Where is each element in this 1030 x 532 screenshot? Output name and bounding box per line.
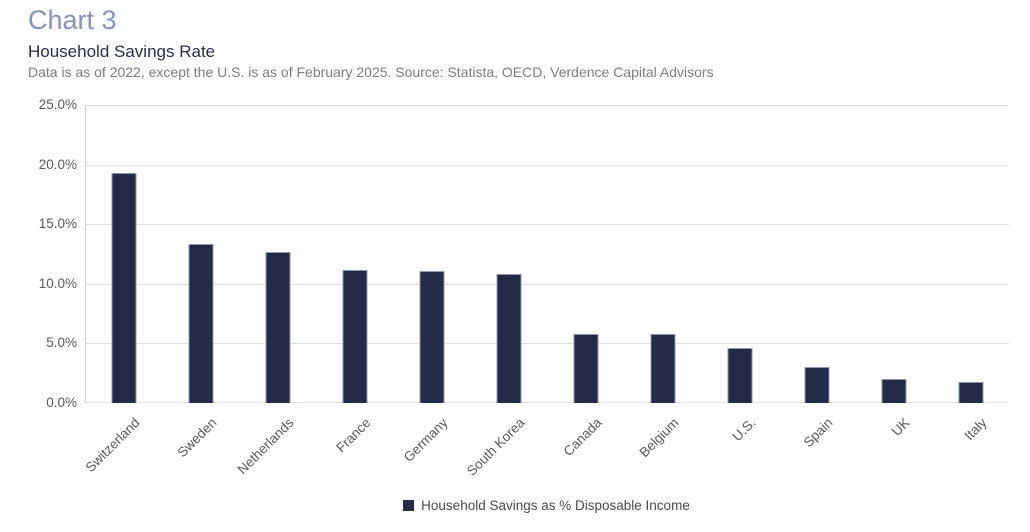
bar-italy [958,381,984,403]
bar-slot [317,105,394,403]
bar-slot [624,105,701,403]
plot-area [85,105,1009,403]
bar-spain [804,367,830,403]
y-axis-label: 25.0% [38,97,77,112]
bar-slot [701,105,778,403]
bar-slot [778,105,855,403]
gridline [86,105,1009,106]
gridline [86,343,1009,345]
legend-square-icon [403,500,415,511]
bar-germany [419,270,445,403]
bar-slot [855,105,932,403]
bar-slot [932,105,1009,403]
bar-u-s [727,348,753,403]
chart-source-note: Data is as of 2022, except the U.S. is a… [28,64,714,80]
bar-slot [86,105,163,403]
gridline [86,283,1009,285]
bar-netherlands [265,251,291,403]
y-axis-label: 10.0% [38,275,77,291]
bar-belgium [650,333,676,403]
y-axis-label: 15.0% [38,216,77,232]
y-axis-label: 0.0% [46,395,77,410]
legend-label: Household Savings as % Disposable Income [421,498,690,513]
y-axis-label: 20.0% [38,156,77,172]
page-title: Chart 3 [28,5,117,35]
bar-slot [394,105,471,403]
bar-slot [471,105,548,403]
gridline [86,164,1009,166]
bar-canada [573,333,599,403]
gridline [86,402,1009,403]
bar-south-korea [496,274,522,403]
bar-series [86,105,1009,403]
gridline [86,224,1009,226]
bar-uk [881,379,907,403]
legend: Household Savings as % Disposable Income [85,498,1008,513]
bar-sweden [188,244,214,403]
bar-france [342,269,368,403]
bar-slot [548,105,625,403]
bar-switzerland [111,172,137,403]
bar-slot [163,105,240,403]
bar-slot [240,105,317,403]
y-axis-label: 5.0% [46,335,77,351]
chart-title: Household Savings Rate [28,42,216,61]
